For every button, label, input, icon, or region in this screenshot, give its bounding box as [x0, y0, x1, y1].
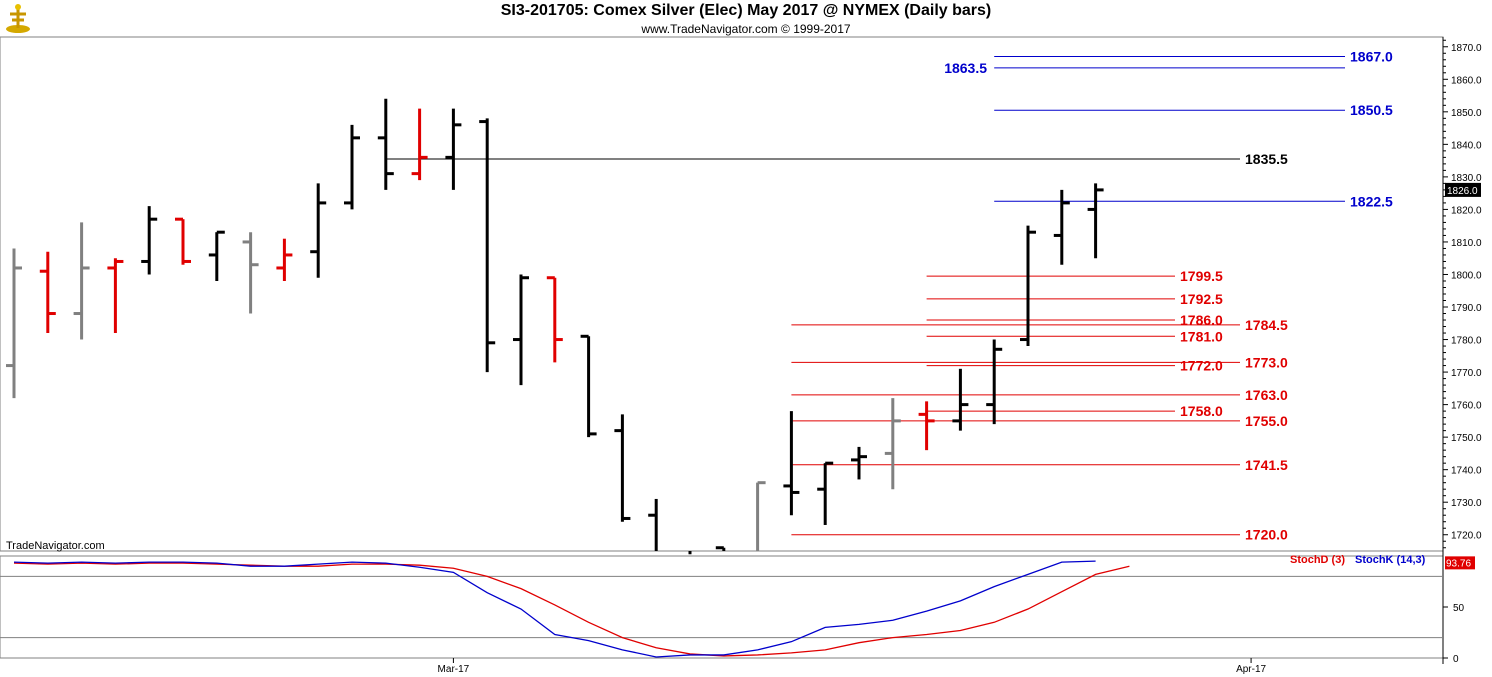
level-label: 1784.5	[1245, 317, 1288, 333]
level-label: 1741.5	[1245, 457, 1288, 473]
stoch-series-line	[13, 560, 1096, 658]
y-tick-label: 1800.0	[1451, 270, 1482, 281]
level-label: 1792.5	[1180, 291, 1223, 307]
stochk-legend-label: StochK (14,3)	[1355, 554, 1426, 566]
watermark: TradeNavigator.com	[6, 540, 105, 552]
y-tick-label: 1760.0	[1451, 401, 1482, 412]
level-label: 1763.0	[1245, 387, 1288, 403]
stoch-panel-frame	[0, 555, 1444, 659]
level-label: 1772.0	[1180, 358, 1223, 374]
x-tick-label: Apr-17	[1236, 664, 1266, 675]
y-tick-label: 1810.0	[1451, 238, 1482, 249]
y-tick-label: 1790.0	[1451, 303, 1482, 314]
stoch-last-value-label: 93.76	[1446, 558, 1471, 569]
y-tick-label: 1830.0	[1451, 173, 1482, 184]
level-label: 1835.5	[1245, 151, 1288, 167]
y-tick-label: 1850.0	[1451, 108, 1482, 119]
price-panel-frame	[0, 36, 1444, 552]
level-label: 1786.0	[1180, 312, 1223, 328]
y-tick-label: 1820.0	[1451, 205, 1482, 216]
last-price-box	[1445, 182, 1481, 197]
chart-subtitle: www.TradeNavigator.com © 1999-2017	[641, 22, 851, 36]
level-label: 1799.5	[1180, 268, 1223, 284]
level-label: 1863.5	[944, 60, 987, 76]
level-label: 1758.0	[1180, 403, 1223, 419]
last-price-label: 1826.0	[1447, 186, 1478, 197]
y-tick-label: 1780.0	[1451, 336, 1482, 347]
y-tick-label: 1730.0	[1451, 498, 1482, 509]
stochd-legend-label: StochD (3)	[1290, 554, 1345, 566]
stoch-last-value-box	[1445, 556, 1475, 570]
chart-title: SI3-201705: Comex Silver (Elec) May 2017…	[500, 2, 992, 19]
y-tick-label: 1770.0	[1451, 368, 1482, 379]
trade-navigator-logo-icon	[4, 2, 32, 34]
y-tick-label: 1860.0	[1451, 75, 1482, 86]
level-label: 1850.5	[1350, 102, 1393, 118]
stoch-series-line	[13, 562, 1130, 657]
y-tick-label: 1750.0	[1451, 433, 1482, 444]
x-tick-label: Mar-17	[438, 664, 470, 675]
level-label: 1781.0	[1180, 328, 1223, 344]
stoch-tick-label: 50	[1453, 603, 1465, 614]
level-label: 1867.0	[1350, 49, 1393, 65]
stoch-tick-label: 0	[1453, 654, 1459, 665]
level-label: 1822.5	[1350, 193, 1393, 209]
level-label: 1755.0	[1245, 413, 1288, 429]
y-tick-label: 1870.0	[1451, 43, 1482, 54]
level-label: 1720.0	[1245, 527, 1288, 543]
y-tick-label: 1840.0	[1451, 140, 1482, 151]
y-tick-label: 1720.0	[1451, 531, 1482, 542]
level-label: 1773.0	[1245, 354, 1288, 370]
y-tick-label: 1740.0	[1451, 466, 1482, 477]
